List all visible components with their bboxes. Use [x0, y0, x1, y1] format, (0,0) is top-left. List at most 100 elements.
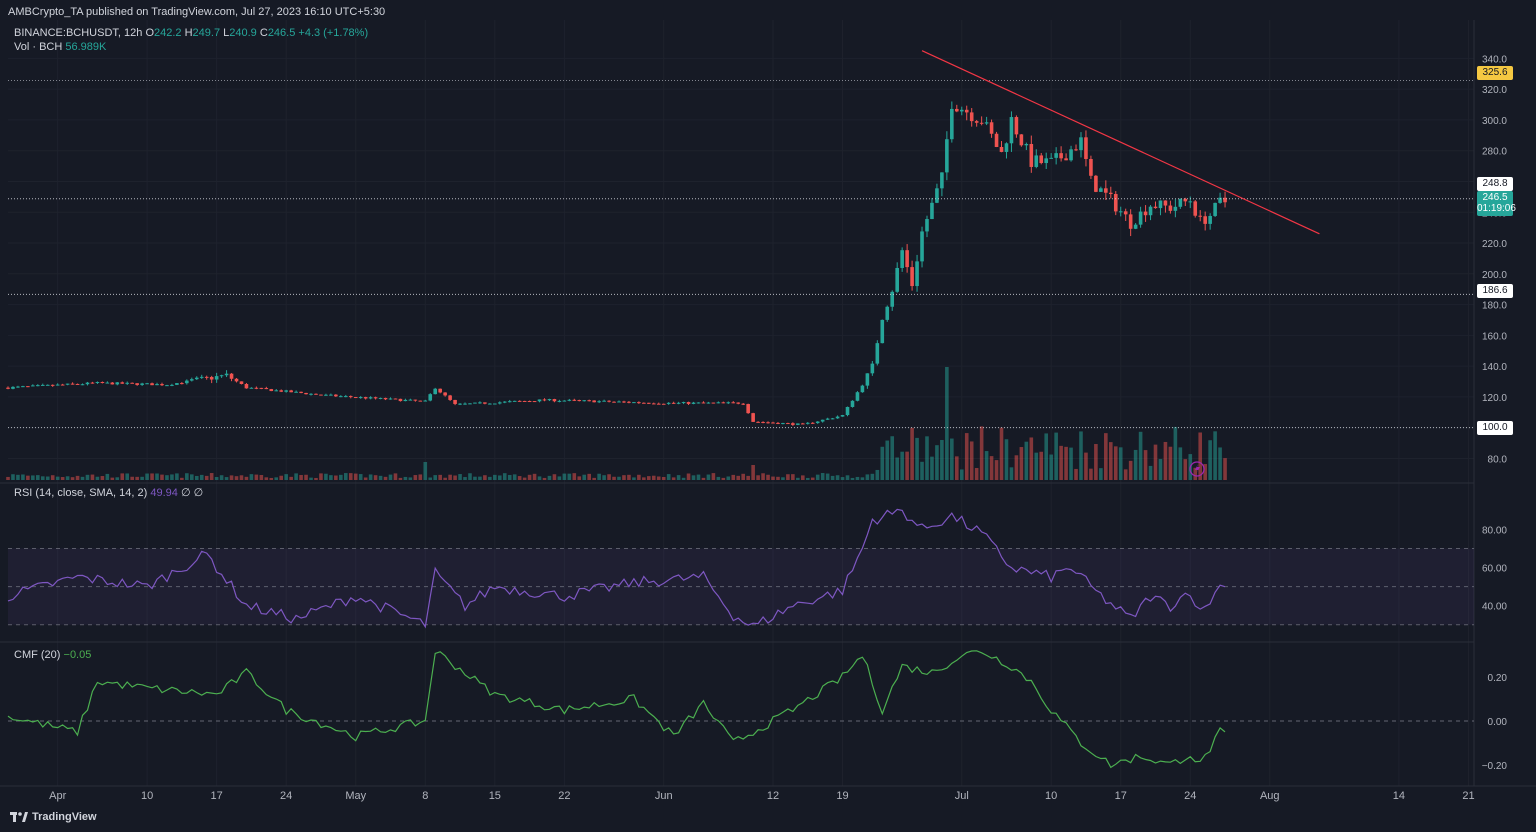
candle-body	[527, 401, 532, 403]
candle-body	[994, 133, 999, 148]
volume-bar	[388, 474, 393, 480]
open-value: 242.2	[154, 27, 182, 39]
volume-bar	[348, 473, 353, 480]
volume-bar	[383, 476, 388, 480]
rsi-extra: ∅ ∅	[180, 487, 204, 499]
candle-body	[85, 382, 90, 385]
volume-bar	[1168, 446, 1173, 480]
pane-separators	[0, 20, 1536, 787]
time-tick-label: 14	[1393, 790, 1405, 802]
candle-body	[274, 390, 279, 392]
candle-body	[805, 422, 810, 424]
volume-bar	[925, 436, 929, 480]
candle-body	[1089, 158, 1093, 176]
volume-bar	[850, 477, 855, 480]
volume-bar	[761, 473, 765, 480]
volume-bar	[1143, 450, 1148, 480]
candle-body	[70, 383, 75, 385]
volume-bar	[204, 475, 209, 480]
candle-body	[175, 383, 179, 385]
candle-body	[642, 402, 646, 404]
volume-bar	[155, 473, 159, 480]
candle-body	[855, 392, 860, 401]
volume-bar	[910, 427, 914, 480]
candle-body	[661, 403, 666, 405]
volume-bar	[304, 474, 308, 480]
candle-body	[542, 399, 547, 401]
volume-bar	[1208, 440, 1212, 480]
candle-body	[393, 398, 398, 400]
tradingview-brand[interactable]: TradingView	[10, 811, 97, 823]
volume-bar	[1064, 446, 1068, 480]
volume-bar	[592, 477, 596, 480]
candle-body	[1039, 155, 1044, 164]
candle-body	[170, 384, 174, 386]
candle-body	[845, 406, 850, 416]
volume-bar	[830, 475, 835, 480]
volume-bar	[547, 475, 552, 480]
candle-body	[458, 403, 462, 405]
volume-bar	[920, 461, 924, 480]
volume-bar	[219, 475, 224, 480]
volume-bar	[572, 473, 577, 480]
volume-bar	[398, 477, 403, 480]
volume-bar	[189, 474, 194, 480]
candle-body	[552, 399, 557, 402]
candle-body	[214, 376, 219, 380]
candle-body	[940, 172, 944, 189]
volume-bar	[964, 433, 969, 480]
candle-body	[810, 422, 815, 424]
rsi-pane	[7, 508, 1474, 629]
candle-body	[632, 402, 636, 404]
volume-bar	[671, 477, 676, 480]
candle-body	[269, 389, 274, 392]
volume-bar	[85, 474, 90, 480]
candle-body	[150, 383, 154, 386]
candle-body	[860, 385, 865, 393]
volume-bar	[597, 473, 601, 480]
rsi-value: 49.94	[150, 487, 178, 499]
candle-body	[110, 382, 115, 385]
volume-bar	[845, 475, 850, 480]
time-tick-label: 8	[422, 790, 428, 802]
candle-body	[145, 383, 149, 385]
symbol-legend: BINANCE:BCHUSDT, 12h O242.2 H249.7 L240.…	[14, 27, 368, 40]
volume-bar	[130, 476, 134, 480]
time-tick-label: 24	[1184, 790, 1196, 802]
volume-bar	[234, 476, 239, 480]
volume-label: Vol · BCH	[14, 41, 63, 53]
cmf-tick-label: 0.00	[1488, 717, 1508, 728]
volume-bar	[368, 474, 373, 480]
volume-bar	[1193, 467, 1198, 480]
volume-bar	[741, 473, 745, 480]
volume-bar	[319, 473, 323, 480]
candle-body	[423, 400, 428, 402]
volume-bar	[1014, 455, 1019, 480]
candle-body	[835, 416, 840, 419]
volume-bar	[766, 474, 770, 480]
volume-bar	[612, 476, 616, 480]
volume-bar	[36, 475, 40, 480]
brand-name: TradingView	[32, 811, 97, 823]
price-axis: 340.0320.0300.0280.0260.0240.0220.0200.0…	[1482, 54, 1508, 771]
volume-bar	[751, 465, 755, 480]
volume-bar	[120, 473, 125, 480]
candle-body	[65, 383, 70, 385]
candle-body	[448, 395, 452, 400]
volume-bar	[1218, 447, 1222, 480]
cmf-tick-label: 0.20	[1488, 673, 1508, 684]
volume-bar	[229, 475, 234, 480]
candle-body	[820, 419, 825, 422]
candle-body	[930, 202, 934, 220]
candle-body	[289, 390, 293, 393]
candle-body	[120, 382, 125, 384]
volume-bar	[373, 475, 378, 480]
volume-bar	[577, 476, 582, 480]
volume-bar	[587, 473, 592, 480]
candle-body	[979, 122, 984, 124]
candle-body	[309, 393, 313, 395]
candle-body	[507, 401, 512, 403]
candle-body	[776, 422, 780, 424]
volume-bar	[731, 474, 736, 480]
